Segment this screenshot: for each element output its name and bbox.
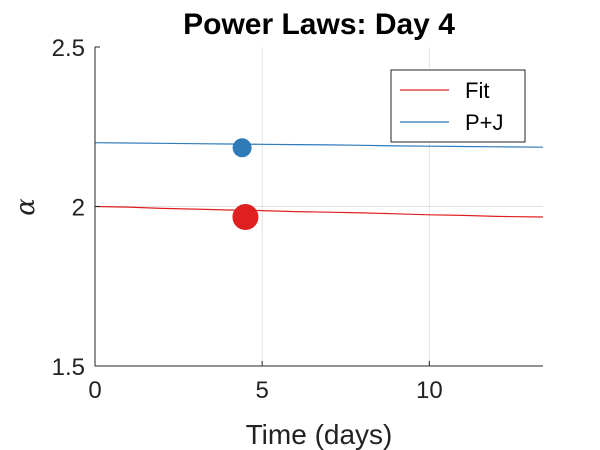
marker-p-j (232, 138, 252, 158)
y-tick-label: 1.5 (52, 354, 85, 381)
x-axis-label: Time (days) (246, 419, 393, 450)
y-tick-label: 2 (72, 195, 85, 222)
legend: Fit P+J (390, 69, 526, 143)
x-tick-label: 5 (255, 377, 268, 404)
axes (94, 46, 543, 367)
marker-fit (232, 204, 259, 231)
legend-label: Fit (465, 78, 489, 103)
y-axis-label: α (11, 198, 41, 216)
series-line-fit (94, 205, 544, 218)
legend-box (390, 69, 526, 143)
series-line-p-j (94, 142, 544, 148)
legend-label: P+J (465, 110, 504, 135)
chart-title: Power Laws: Day 4 (183, 8, 455, 41)
x-tick-label: 0 (88, 377, 101, 404)
series-layer (94, 138, 544, 231)
x-tick-label: 10 (416, 377, 443, 404)
tick-labels: 0 5 10 1.5 2 2.5 (52, 35, 443, 404)
y-tick-label: 2.5 (52, 35, 85, 62)
